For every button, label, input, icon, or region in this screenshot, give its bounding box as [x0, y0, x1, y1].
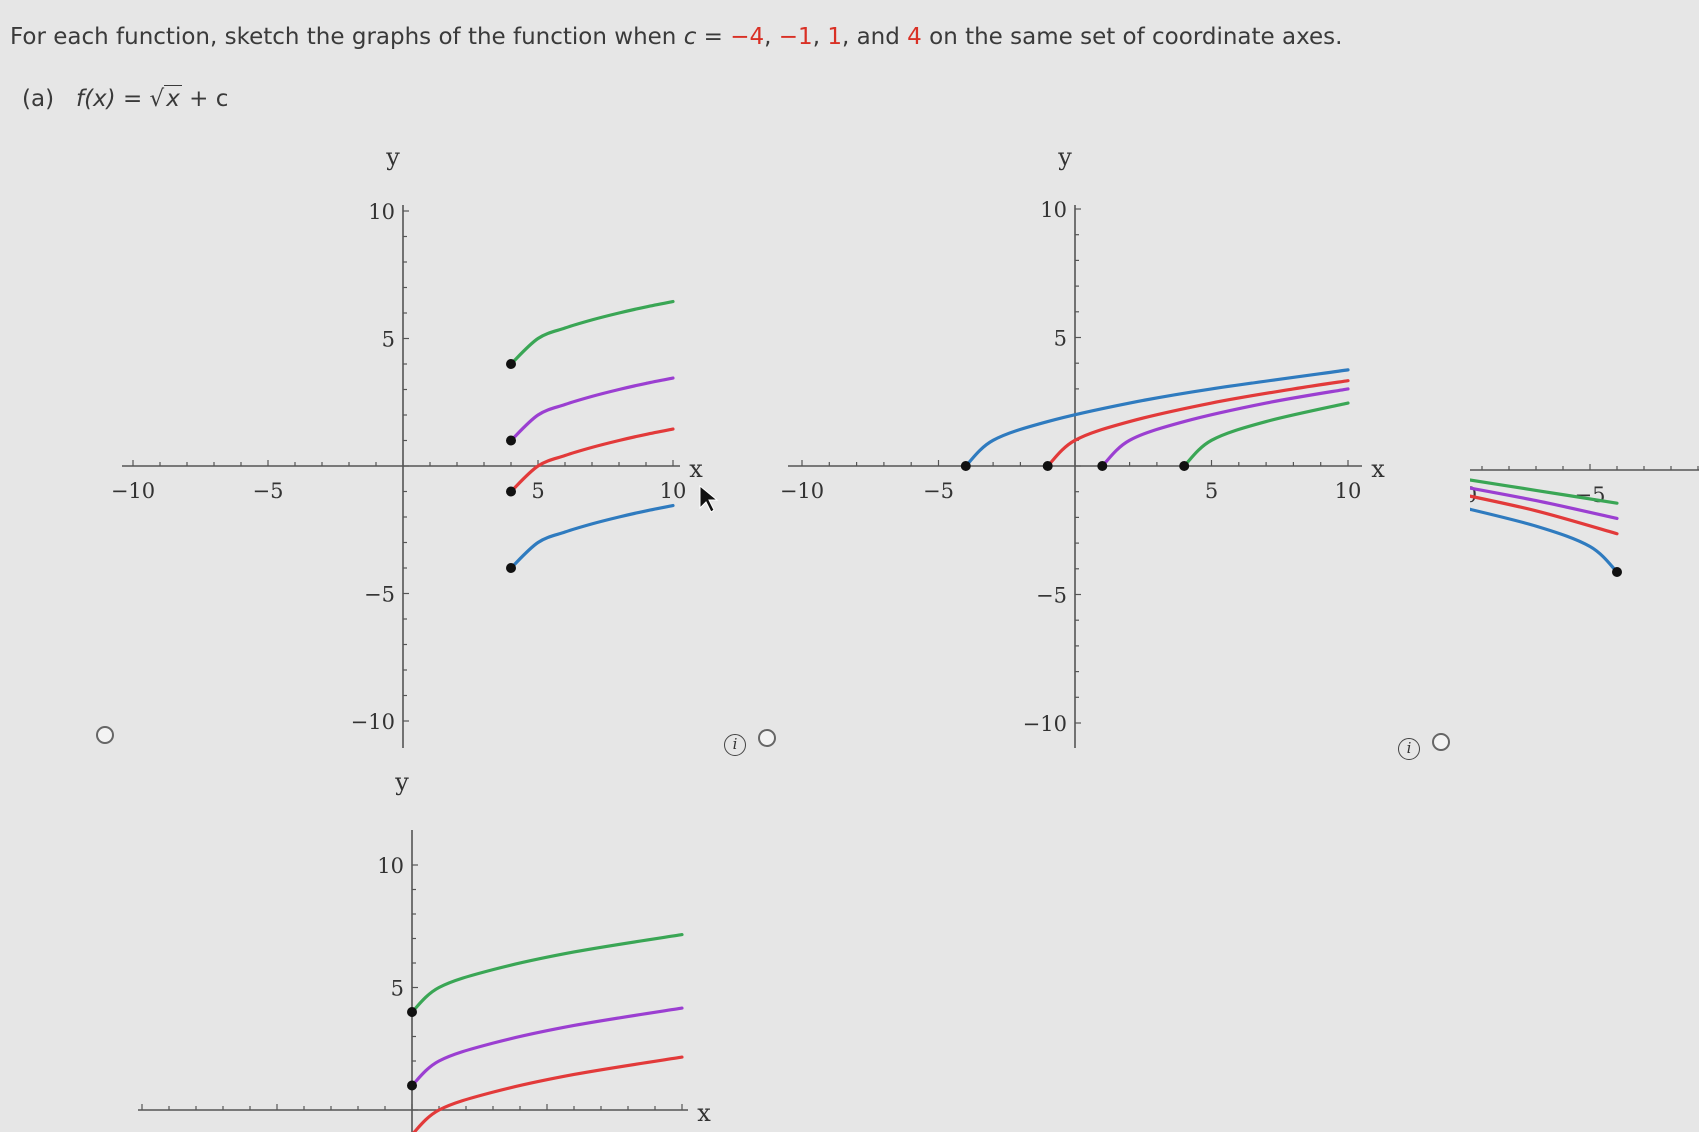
series-line-c4 [1182, 401, 1350, 468]
series-line-c_neg1 [509, 427, 675, 494]
function-lhs: f(x) = [75, 86, 150, 112]
option-3-radio[interactable] [1432, 733, 1450, 751]
sep-and: , and [841, 24, 908, 50]
c-value-2: −1 [778, 24, 813, 50]
endpoint-dot [407, 1080, 417, 1091]
endpoint-dot [506, 435, 516, 446]
series-line-c_neg1 [1046, 379, 1350, 468]
x-axis-label: x [697, 1099, 711, 1127]
series-line-c1 [1100, 387, 1350, 468]
endpoint-dot [1042, 461, 1053, 471]
x-tick-label: −5 [253, 479, 284, 503]
radicand: x [164, 85, 182, 112]
series-line-c_neg1 [412, 1055, 684, 1132]
x-axis-label: x [689, 455, 703, 483]
y-axis-label: y [1057, 143, 1072, 171]
y-axis-label: y [385, 143, 400, 171]
endpoint-dot [1179, 461, 1190, 471]
graph-3: −10 −5 [1433, 464, 1699, 577]
endpoint-dot [960, 461, 971, 471]
endpoint-dot [407, 1007, 417, 1017]
y-tick-label: −10 [351, 710, 395, 734]
graph-1: −10 −5 5 10 10 5 −5 −10 x y [111, 143, 703, 748]
y-axis-label: y [394, 768, 409, 796]
x-tick-label: −5 [923, 479, 954, 503]
info-icon[interactable]: i [724, 734, 746, 756]
y-tick-label: 5 [1054, 327, 1067, 351]
endpoint-dot [506, 486, 516, 497]
c-value-1: −4 [730, 24, 765, 50]
series-line-c4 [410, 932, 684, 1014]
info-icon[interactable]: i [1398, 738, 1420, 760]
cursor-icon [699, 484, 719, 513]
y-tick-label: 10 [368, 200, 395, 224]
x-tick-label: 5 [531, 479, 544, 503]
question-prefix: For each function, sketch the graphs of … [10, 24, 684, 50]
x-tick-label: 10 [660, 479, 687, 503]
c-equals: c = [683, 24, 731, 50]
graph-2: −10 −5 5 10 10 5 −5 −10 x y [780, 143, 1385, 748]
series-line-c_neg4 [964, 368, 1350, 468]
y-tick-label: −10 [1023, 712, 1067, 736]
c-value-3: 1 [827, 24, 842, 50]
question-suffix: on the same set of coordinate axes. [921, 24, 1343, 50]
series-line-c1 [410, 1006, 684, 1088]
y-tick-label: −5 [1036, 584, 1067, 608]
part-a-label: (a) f(x) = √x + c [22, 85, 229, 112]
question-text: For each function, sketch the graphs of … [10, 24, 1342, 50]
series-line-c_neg4 [509, 503, 675, 570]
x-tick-label: −10 [780, 479, 824, 503]
y-tick-label: 5 [382, 328, 395, 352]
option-1-radio[interactable] [96, 726, 114, 744]
sep-1: , [764, 24, 779, 50]
x-tick-label: 5 [1205, 479, 1218, 503]
series-line-c1 [1470, 486, 1619, 521]
x-tick-label: 10 [1335, 479, 1362, 503]
y-tick-label: 10 [377, 854, 404, 878]
series-line-c4 [1470, 478, 1619, 505]
endpoint-dot [1097, 461, 1108, 471]
radical-icon: √ [149, 86, 165, 112]
c-value-4: 4 [907, 24, 922, 50]
part-letter: (a) [22, 86, 55, 112]
y-tick-label: 10 [1040, 198, 1067, 222]
x-axis-label: x [1371, 455, 1385, 483]
option-2-radio[interactable] [758, 729, 776, 747]
sep-2: , [812, 24, 828, 50]
y-tick-label: 5 [391, 977, 404, 1001]
endpoint-dot [506, 563, 516, 573]
y-tick-label: −5 [364, 583, 395, 607]
endpoint-dot [506, 359, 516, 369]
endpoint-dot [1612, 567, 1622, 577]
series-line-c4 [509, 299, 675, 366]
x-tick-label: −10 [1433, 483, 1477, 507]
series-line-c_neg4 [1470, 507, 1619, 574]
x-tick-label: −10 [111, 479, 155, 503]
x-tick-label: −5 [1575, 483, 1606, 507]
function-rhs: + c [181, 86, 229, 112]
graph-4: 10 5 x y [138, 768, 711, 1132]
series-line-c1 [509, 376, 675, 443]
series-line-c_neg1 [1470, 494, 1619, 536]
